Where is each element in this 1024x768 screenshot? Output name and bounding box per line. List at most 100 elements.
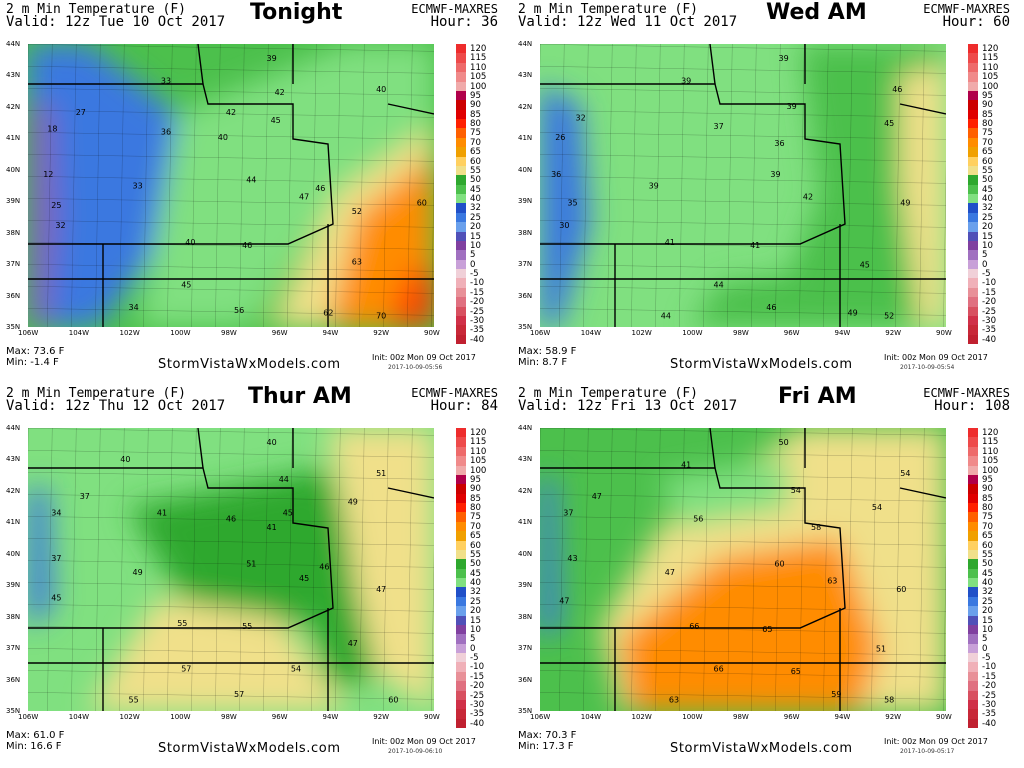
color-scale-label: -35 (470, 325, 485, 336)
longitude-label: 98W (733, 329, 749, 337)
color-scale-label: 85 (470, 493, 481, 504)
temperature-value-label: 51 (376, 469, 386, 478)
temperature-value-label: 54 (872, 503, 882, 512)
temperature-value-label: 49 (900, 198, 910, 207)
longitude-label: 106W (530, 329, 551, 337)
longitude-label: 104W (580, 329, 602, 337)
temperature-value-label: 41 (681, 461, 691, 470)
temperature-value-label: 46 (892, 85, 902, 94)
color-scale-label: 75 (470, 128, 481, 139)
color-scale-label: 80 (982, 119, 993, 129)
max-min: Max: 58.9 F Min: 8.7 F (518, 346, 577, 368)
color-scale-label: 105 (982, 456, 999, 467)
color-scale-label: 120 (982, 44, 999, 54)
longitude-label: 106W (530, 713, 551, 721)
color-scale-swatch (968, 718, 978, 728)
color-scale-label: 45 (982, 184, 993, 195)
temperature-value-label: 47 (592, 492, 602, 501)
color-scale-swatch (968, 428, 978, 438)
color-scale-swatch (456, 540, 466, 550)
color-scale-swatch (968, 521, 978, 532)
color-scale-swatch (968, 72, 978, 82)
longitude-label: 98W (733, 713, 749, 721)
color-scale-swatch (456, 428, 466, 438)
color-scale-label: -20 (470, 681, 485, 692)
color-scale-label: 45 (470, 568, 481, 579)
color-scale-swatch (456, 437, 466, 447)
color-scale-swatch (456, 484, 466, 494)
color-scale-label: -30 (982, 315, 997, 326)
color-scale-label: 85 (982, 109, 993, 120)
color-scale (968, 428, 978, 728)
color-scale-label: 10 (982, 624, 993, 635)
color-scale-label: 110 (470, 446, 487, 457)
latitude-label: 35N (6, 323, 21, 331)
longitude-label: 102W (631, 713, 652, 721)
temperature-value-label: 45 (283, 509, 293, 518)
temperature-value-label: 39 (649, 181, 659, 190)
color-scale-swatch (968, 259, 978, 269)
color-scale-swatch (968, 493, 978, 503)
color-scale-label: 85 (982, 493, 993, 504)
temperature-value-label: 63 (827, 577, 837, 586)
color-scale-swatch (968, 606, 978, 616)
temperature-value-label: 56 (693, 514, 703, 523)
temperature-map: 47 37 41 50 54 56 58 54 54 43 47 60 63 60 47 66 65 51 66 65… (540, 428, 946, 711)
color-scale (456, 44, 466, 344)
color-scale-swatch (968, 474, 978, 485)
color-scale-label: 55 (982, 165, 993, 176)
temperature-value-label: 55 (242, 622, 252, 631)
color-scale-swatch (968, 334, 978, 344)
color-scale-swatch (968, 240, 978, 251)
longitude-label: 90W (424, 329, 440, 337)
color-scale-label: 0 (470, 643, 476, 654)
color-scale-label: 32 (982, 203, 993, 214)
color-scale-swatch (456, 662, 466, 672)
color-scale-label: 120 (470, 428, 487, 438)
site-watermark: StormVistaWxModels.com (158, 741, 341, 756)
longitude-label: 90W (936, 329, 952, 337)
color-scale-swatch (456, 634, 466, 644)
longitude-label: 100W (682, 713, 703, 721)
longitude-label: 94W (322, 713, 339, 721)
latitude-label: 41N (6, 134, 21, 143)
color-scale-swatch (456, 512, 466, 522)
temperature-value-label: 34 (51, 509, 61, 518)
color-scale-swatch (968, 119, 978, 129)
temperature-map: 18 27 12 25 32 33 36 42 45 40 39 42 40 33 44 47 40 46 45 52… (28, 44, 434, 327)
color-scale-label: 100 (470, 465, 487, 476)
timestamp: 2017-10-09-05:56 (388, 364, 443, 371)
temperature-value-label: 35 (567, 198, 577, 207)
temperature-value-label: 51 (876, 645, 886, 654)
longitude-label: 102W (119, 329, 140, 337)
latitude-label: 38N (6, 228, 21, 237)
latitude-label: 40N (518, 165, 533, 174)
longitude-label: 90W (424, 713, 440, 721)
color-scale-swatch (456, 297, 466, 307)
temperature-value-label: 60 (388, 696, 398, 705)
color-scale-label: 90 (982, 484, 993, 495)
temperature-value-label: 58 (811, 523, 821, 532)
color-scale-swatch (968, 175, 978, 185)
color-scale-label: 75 (470, 512, 481, 523)
color-scale-swatch (968, 568, 978, 578)
color-scale (968, 44, 978, 344)
color-scale-swatch (968, 109, 978, 119)
longitude-label: 94W (322, 329, 339, 337)
color-scale-swatch (968, 269, 978, 279)
color-scale-label: 95 (470, 90, 481, 101)
latitude-label: 36N (6, 291, 21, 300)
timestamp: 2017-10-09-06:10 (388, 748, 443, 755)
site-watermark: StormVistaWxModels.com (670, 357, 853, 372)
color-scale-swatch (968, 624, 978, 635)
temperature-value-label: 47 (299, 193, 309, 202)
color-scale-swatch (456, 109, 466, 119)
color-scale-swatch (968, 194, 978, 204)
color-scale-label: 105 (982, 72, 999, 83)
color-scale-swatch (968, 137, 978, 148)
color-scale-swatch (456, 287, 466, 298)
temperature-value-label: 62 (323, 309, 333, 318)
temperature-value-label: 54 (291, 664, 301, 673)
temperature-value-label: 63 (669, 696, 679, 705)
longitude-label: 96W (271, 329, 288, 337)
